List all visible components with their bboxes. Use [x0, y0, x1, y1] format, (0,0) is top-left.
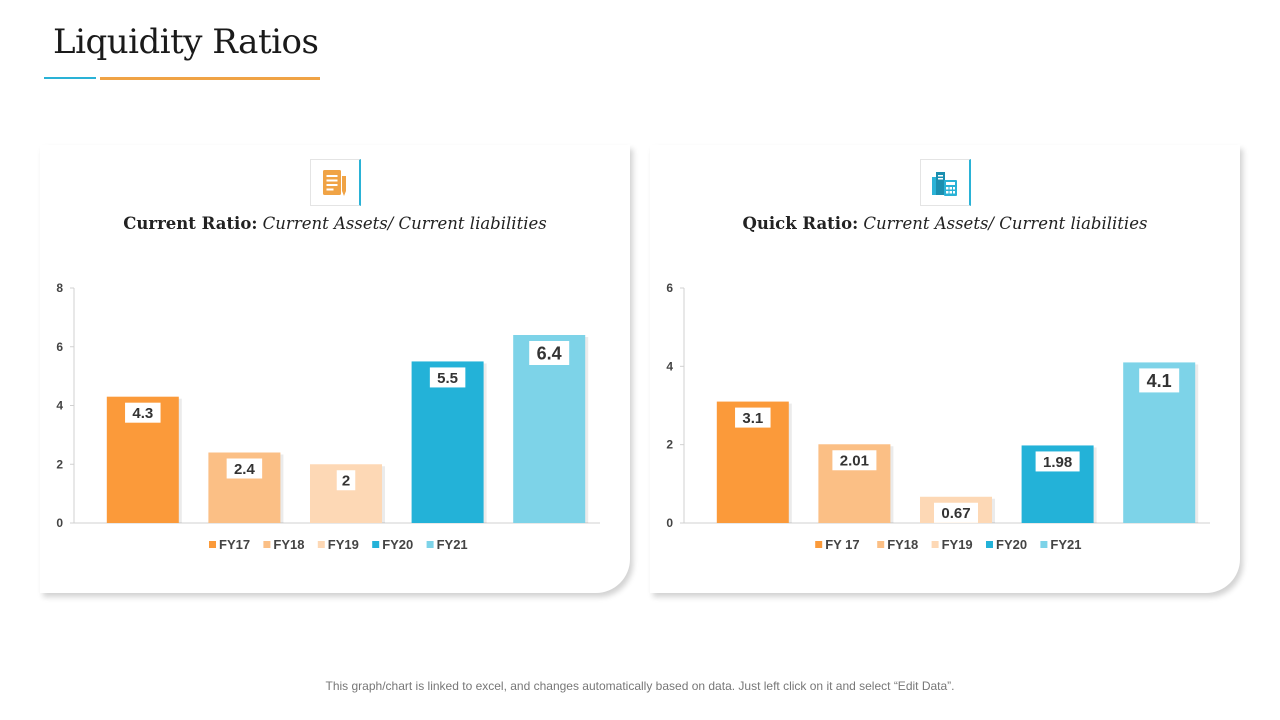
legend-item: FY 17: [825, 537, 859, 552]
data-label-bg: [336, 470, 356, 491]
data-label: 3.1: [742, 410, 763, 427]
legend-item: FY18: [273, 537, 304, 552]
data-label: 4.3: [132, 405, 153, 422]
legend-swatch: [372, 541, 380, 548]
quick-ratio-icon-box: [920, 159, 971, 206]
data-label: 4.1: [1147, 371, 1172, 391]
legend-swatch: [877, 541, 885, 548]
bar-fy21[interactable]: [513, 335, 586, 523]
bar-fy20[interactable]: [411, 361, 484, 523]
title-underline-orange: [100, 77, 320, 80]
quick-ratio-panel: Quick Ratio: Current Assets/ Current lia…: [650, 145, 1240, 593]
data-label: 5.5: [437, 370, 458, 387]
legend-swatch: [815, 541, 823, 548]
y-tick-label: 0: [666, 516, 673, 530]
data-label-bg: [226, 458, 263, 479]
data-label-bg: [735, 407, 771, 428]
data-label-bg: [934, 502, 978, 523]
data-label-bg: [1035, 451, 1080, 472]
y-tick-label: 6: [666, 281, 673, 295]
y-tick-label: 0: [56, 516, 63, 530]
current-ratio-heading-italic: Current Assets/ Current liabilities: [257, 214, 547, 233]
page-title: Liquidity Ratios: [53, 22, 319, 62]
y-tick-label: 4: [56, 399, 63, 413]
data-label: 1.98: [1043, 454, 1072, 471]
current-ratio-heading: Current Ratio: Current Assets/ Current l…: [40, 214, 630, 233]
y-tick-label: 4: [666, 359, 673, 373]
legend-item: FY18: [887, 537, 918, 552]
current-ratio-chart[interactable]: 0 2 4 6 8 4.3 2.4 2 5.5 6.4 FY17 FY18 FY19 FY20 FY21: [40, 145, 630, 593]
quick-ratio-heading-bold: Quick Ratio:: [742, 214, 859, 233]
legend-item: FY19: [942, 537, 973, 552]
legend-item: FY21: [1050, 537, 1081, 552]
calculator-documents-icon: [932, 171, 957, 196]
legend-item: FY19: [328, 537, 359, 552]
legend-swatch: [931, 541, 939, 548]
y-tick-label: 6: [56, 340, 63, 354]
data-label: 0.67: [941, 505, 970, 522]
current-ratio-icon-box: [310, 159, 361, 206]
legend-swatch: [263, 541, 271, 548]
legend-swatch: [1040, 541, 1048, 548]
legend-swatch: [209, 541, 216, 548]
legend-item: FY20: [996, 537, 1027, 552]
y-tick-label: 8: [56, 281, 63, 295]
data-label-bg: [125, 402, 161, 423]
quick-ratio-chart[interactable]: 0 2 4 6 3.1 2.01 0.67 1.98 4.1 FY 17 FY18 FY19 FY20 F…: [650, 145, 1240, 593]
legend-item: FY20: [382, 537, 413, 552]
data-label-bg: [529, 341, 570, 365]
legend-swatch: [426, 541, 434, 548]
current-ratio-heading-bold: Current Ratio:: [123, 214, 258, 233]
legend-swatch: [317, 541, 325, 548]
y-tick-label: 2: [666, 438, 673, 452]
data-label: 2: [342, 473, 350, 490]
legend-swatch: [986, 541, 993, 548]
y-tick-label: 2: [56, 457, 63, 471]
quick-ratio-heading: Quick Ratio: Current Assets/ Current lia…: [650, 214, 1240, 233]
data-label-bg: [429, 367, 466, 388]
footnote: This graph/chart is linked to excel, and…: [325, 679, 955, 693]
legend-item: FY21: [437, 537, 468, 552]
data-label-bg: [832, 450, 877, 471]
data-label: 2.4: [234, 461, 256, 478]
data-label-bg: [1139, 368, 1180, 393]
quick-ratio-heading-italic: Current Assets/ Current liabilities: [858, 214, 1148, 233]
current-ratio-panel: Current Ratio: Current Assets/ Current l…: [40, 145, 630, 593]
data-label: 2.01: [840, 453, 869, 470]
legend-item: FY17: [219, 537, 250, 552]
document-pen-icon: [323, 169, 346, 196]
data-label: 6.4: [537, 343, 562, 363]
title-underline-blue: [44, 77, 96, 79]
